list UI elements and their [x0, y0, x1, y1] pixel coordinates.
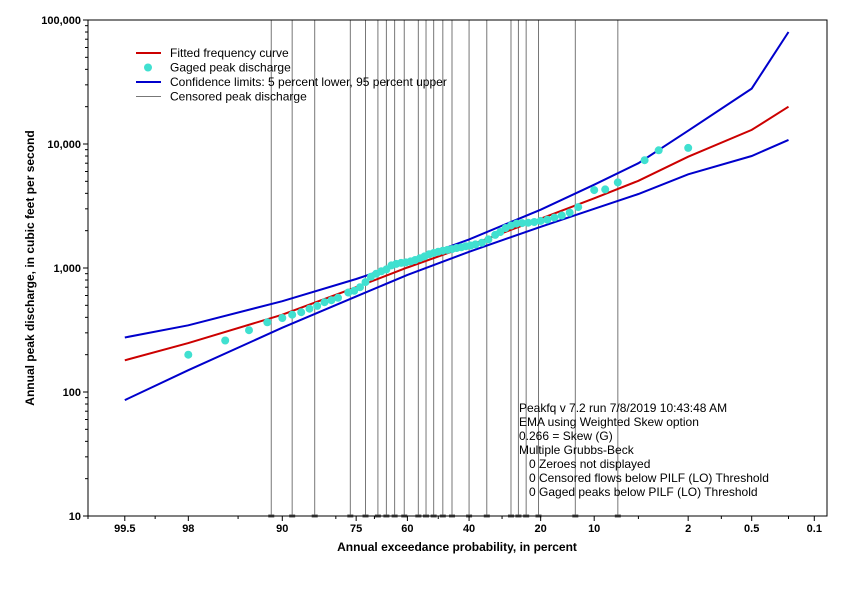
gaged-peak-point	[184, 350, 193, 359]
gaged-peak-point	[278, 314, 287, 322]
x-tick-label: 0.5	[744, 523, 759, 535]
x-tick-label: 0.1	[807, 523, 822, 535]
annotation-line: 0 Gaged peaks below PILF (LO) Threshold	[519, 485, 758, 499]
gaged-peak-point	[350, 286, 359, 295]
gaged-peak-point	[613, 178, 622, 187]
gaged-peak-point	[565, 208, 574, 217]
y-tick-label: 10	[69, 511, 81, 523]
gaged-peak-point	[557, 211, 566, 220]
annotation-block: Peakfq v 7.2 run 7/8/2019 10:43:48 AMEMA…	[519, 401, 769, 499]
annotation-line: Peakfq v 7.2 run 7/8/2019 10:43:48 AM	[519, 401, 727, 415]
legend-swatch	[144, 63, 152, 72]
x-axis-title: Annual exceedance probability, in percen…	[337, 540, 577, 554]
gaged-peak-point	[471, 240, 480, 249]
gaged-peak-point	[245, 326, 253, 335]
gaged-peak-point	[543, 215, 552, 224]
gaged-peak-point	[640, 156, 649, 165]
gaged-peak-point	[221, 336, 230, 345]
legend-label: Censored peak discharge	[170, 90, 307, 104]
y-axis-title: Annual peak discharge, in cubic feet per…	[23, 130, 37, 405]
gaged-peak-point	[320, 298, 329, 307]
x-tick-label: 20	[535, 523, 547, 535]
gaged-peak-point	[356, 283, 364, 292]
gaged-peak-point	[313, 301, 322, 310]
annotation-line: Multiple Grubbs-Beck	[519, 443, 635, 457]
y-tick-label: 1,000	[53, 263, 81, 275]
legend-label: Fitted frequency curve	[170, 46, 289, 60]
gaged-peak-point	[477, 238, 486, 247]
annotation-line: 0.266 = Skew (G)	[519, 429, 613, 443]
gaged-peak-point	[518, 219, 527, 228]
gaged-peak-point	[601, 185, 610, 194]
legend-label: Gaged peak discharge	[170, 61, 291, 75]
annotation-line: 0 Zeroes not displayed	[519, 457, 650, 471]
gaged-peak-point	[288, 310, 297, 319]
gaged-peak-point	[550, 213, 559, 222]
gaged-peak-point	[263, 318, 272, 327]
y-tick-label: 10,000	[47, 139, 81, 151]
gaged-peak-point	[334, 293, 342, 302]
gaged-peak-point	[361, 278, 370, 287]
x-tick-label: 98	[182, 523, 194, 535]
y-tick-label: 100,000	[41, 15, 81, 27]
gaged-peak-point	[524, 218, 533, 227]
gaged-peak-point	[654, 146, 663, 155]
x-tick-label: 75	[350, 523, 362, 535]
y-tick-label: 100	[63, 387, 81, 399]
axes-group: 99.5 98 90 75 60 40 20 10 2 0.5 0.1 10 100 1,000 10,00…	[41, 15, 822, 535]
gaged-peak-point	[684, 143, 693, 152]
x-tick-label: 10	[588, 523, 600, 535]
x-tick-label: 99.5	[114, 523, 135, 535]
x-tick-label: 2	[685, 523, 691, 535]
gaged-points-group	[184, 143, 693, 359]
annotation-line: 0 Censored flows below PILF (LO) Thresho…	[519, 471, 769, 485]
gaged-peak-point	[297, 308, 306, 317]
legend-label: Confidence limits: 5 percent lower, 95 p…	[170, 75, 447, 89]
gaged-peak-point	[530, 218, 539, 226]
gaged-peak-point	[484, 235, 493, 244]
x-tick-label: 60	[401, 523, 413, 535]
x-tick-label: 40	[463, 523, 475, 535]
x-tick-label: 90	[276, 523, 288, 535]
lower-confidence-limit-line	[124, 138, 789, 402]
gaged-peak-point	[574, 203, 583, 212]
gaged-peak-point	[536, 216, 545, 225]
annotation-line: EMA using Weighted Skew option	[519, 415, 699, 429]
gaged-peak-point	[327, 296, 336, 305]
gaged-peak-point	[590, 186, 599, 195]
gaged-peak-point	[305, 304, 314, 313]
